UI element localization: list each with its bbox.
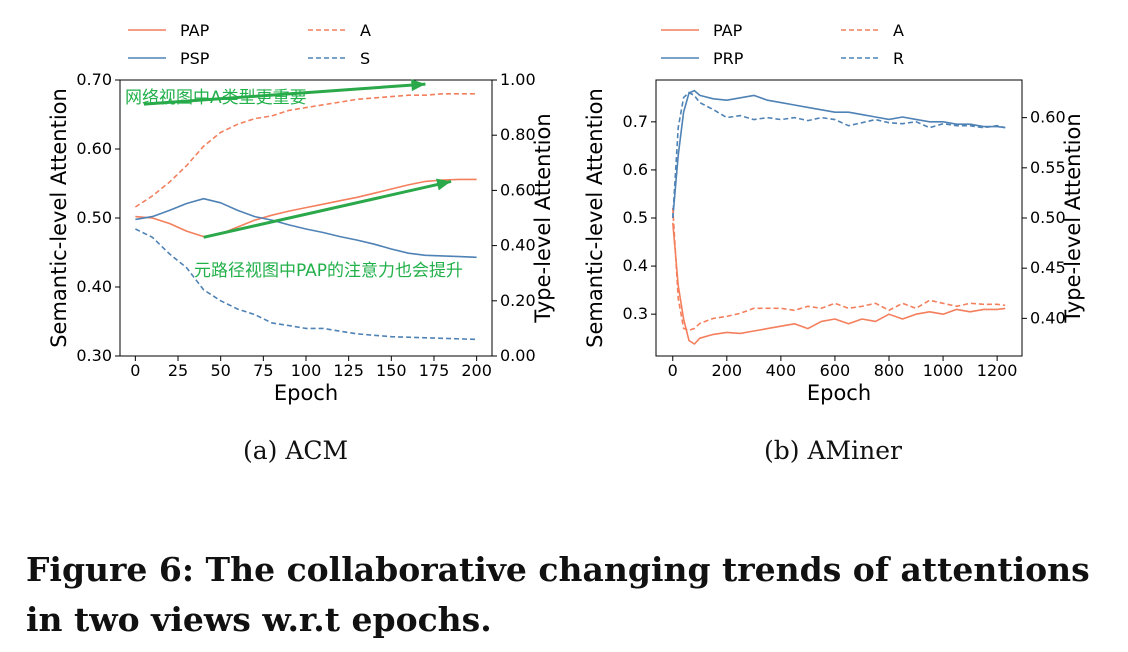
y-right-tick-label: 0.60	[1030, 108, 1066, 127]
legend-label-r: R	[893, 49, 904, 68]
y-left-tick-label: 0.40	[76, 277, 112, 296]
legend-label-psp: PSP	[180, 49, 210, 68]
x-tick-label: 25	[168, 361, 188, 380]
x-tick-label: 125	[333, 361, 364, 380]
series-line-s	[135, 228, 477, 341]
y-right-tick-label: 0.55	[1030, 158, 1066, 177]
plot-frame	[119, 79, 493, 357]
subfigure-caption-aminer: (b) AMiner	[764, 436, 902, 465]
chart-acm: 0 25 50 75 100 125 150 175 200 0.30 0.40 0.50 0.60 0.…	[47, 21, 555, 405]
y-right-tick-label: 0.00	[500, 346, 536, 365]
y-left-axis-label: Semantic-level Attention	[47, 88, 71, 348]
x-tick-label: 0	[130, 361, 140, 380]
series-line-a	[672, 207, 1006, 332]
x-tick-label: 75	[253, 361, 273, 380]
x-tick-label: 200	[712, 361, 743, 380]
x-tick-label: 150	[376, 361, 407, 380]
y-right-axis-label: Type-level Attention	[531, 113, 555, 323]
chart-aminer: 0 200 400 600 800 1000 1200 0.3 0.4 0.5 0.6 0.7 0.40…	[583, 21, 1085, 405]
x-tick-label: 600	[820, 361, 851, 380]
y-right-tick-label: 0.80	[500, 125, 536, 144]
series-line-prp	[672, 89, 1006, 219]
figure-caption: Figure 6: The collaborative changing tre…	[26, 550, 1090, 639]
y-right-tick-label: 0.60	[500, 180, 536, 199]
y-left-tick-label: 0.70	[76, 70, 112, 89]
y-right-axis-label: Type-level Attention	[1061, 113, 1085, 323]
x-tick-label: 1000	[923, 361, 964, 380]
y-left-tick-label: 0.6	[623, 160, 648, 179]
figure-canvas: 0 25 50 75 100 125 150 175 2000.300.400.500.600.…	[47, 21, 1085, 405]
y-right-tick-label: 1.00	[500, 70, 536, 89]
x-tick-label: 800	[874, 361, 905, 380]
y-right-tick-label: 0.45	[1030, 258, 1066, 277]
y-left-tick-label: 0.50	[76, 208, 112, 227]
annotation-arrowhead	[411, 79, 426, 92]
x-axis-label: Epoch	[807, 381, 871, 405]
x-tick-label: 0	[668, 361, 678, 380]
annotation-arrow	[203, 179, 452, 239]
y-right-tick-label: 0.50	[1030, 208, 1066, 227]
x-axis-label: Epoch	[274, 381, 338, 405]
x-tick-label: 50	[210, 361, 230, 380]
series-line-psp	[135, 197, 477, 259]
annotation-arrow	[143, 82, 426, 106]
legend-label-a: A	[893, 21, 904, 40]
legend-label-pap: PAP	[713, 21, 743, 40]
y-right-tick-label: 0.40	[500, 236, 536, 255]
y-left-tick-label: 0.3	[623, 304, 648, 323]
x-tick-label: 1200	[977, 361, 1018, 380]
y-left-tick-label: 0.4	[623, 256, 648, 275]
y-left-tick-label: 0.7	[623, 112, 648, 131]
x-tick-label: 175	[419, 361, 450, 380]
legend-label-pap: PAP	[180, 21, 210, 40]
x-tick-label: 200	[461, 361, 492, 380]
x-tick-label: 100	[291, 361, 322, 380]
y-left-tick-label: 0.30	[76, 346, 112, 365]
y-left-tick-label: 0.5	[623, 208, 648, 227]
legend-label-prp: PRP	[713, 49, 744, 68]
series-line-a	[134, 93, 477, 208]
legend-label-s: S	[360, 49, 370, 68]
annotation-arrowhead	[436, 178, 452, 191]
legend-label-a: A	[360, 21, 371, 40]
x-tick-label: 400	[766, 361, 797, 380]
series-line-r	[672, 91, 1006, 219]
series-line-pap	[672, 222, 1006, 345]
y-right-tick-label: 0.20	[500, 291, 536, 310]
subfigure-caption-acm: (a) ACM	[243, 436, 349, 465]
series-line-pap	[135, 178, 477, 238]
y-right-tick-label: 0.40	[1030, 308, 1066, 327]
y-left-tick-label: 0.60	[76, 139, 112, 158]
annotation-text: 元路径视图中PAP的注意力也会提升	[194, 261, 463, 281]
annotation-text: 网络视图中A类型更重要	[125, 88, 307, 108]
y-left-axis-label: Semantic-level Attention	[583, 88, 607, 348]
